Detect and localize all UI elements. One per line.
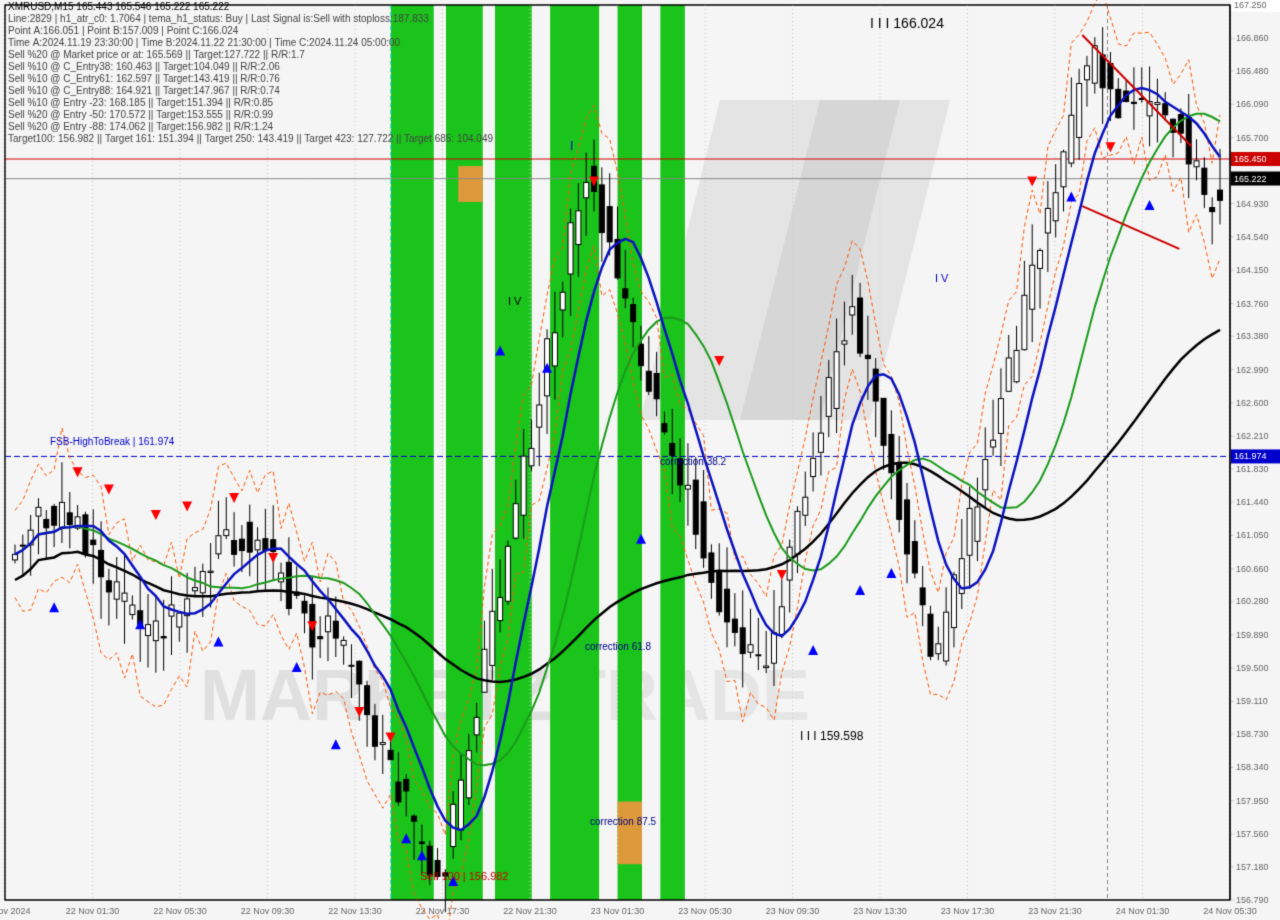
price-chart-canvas[interactable] xyxy=(0,0,1280,920)
chart-container xyxy=(0,0,1280,920)
